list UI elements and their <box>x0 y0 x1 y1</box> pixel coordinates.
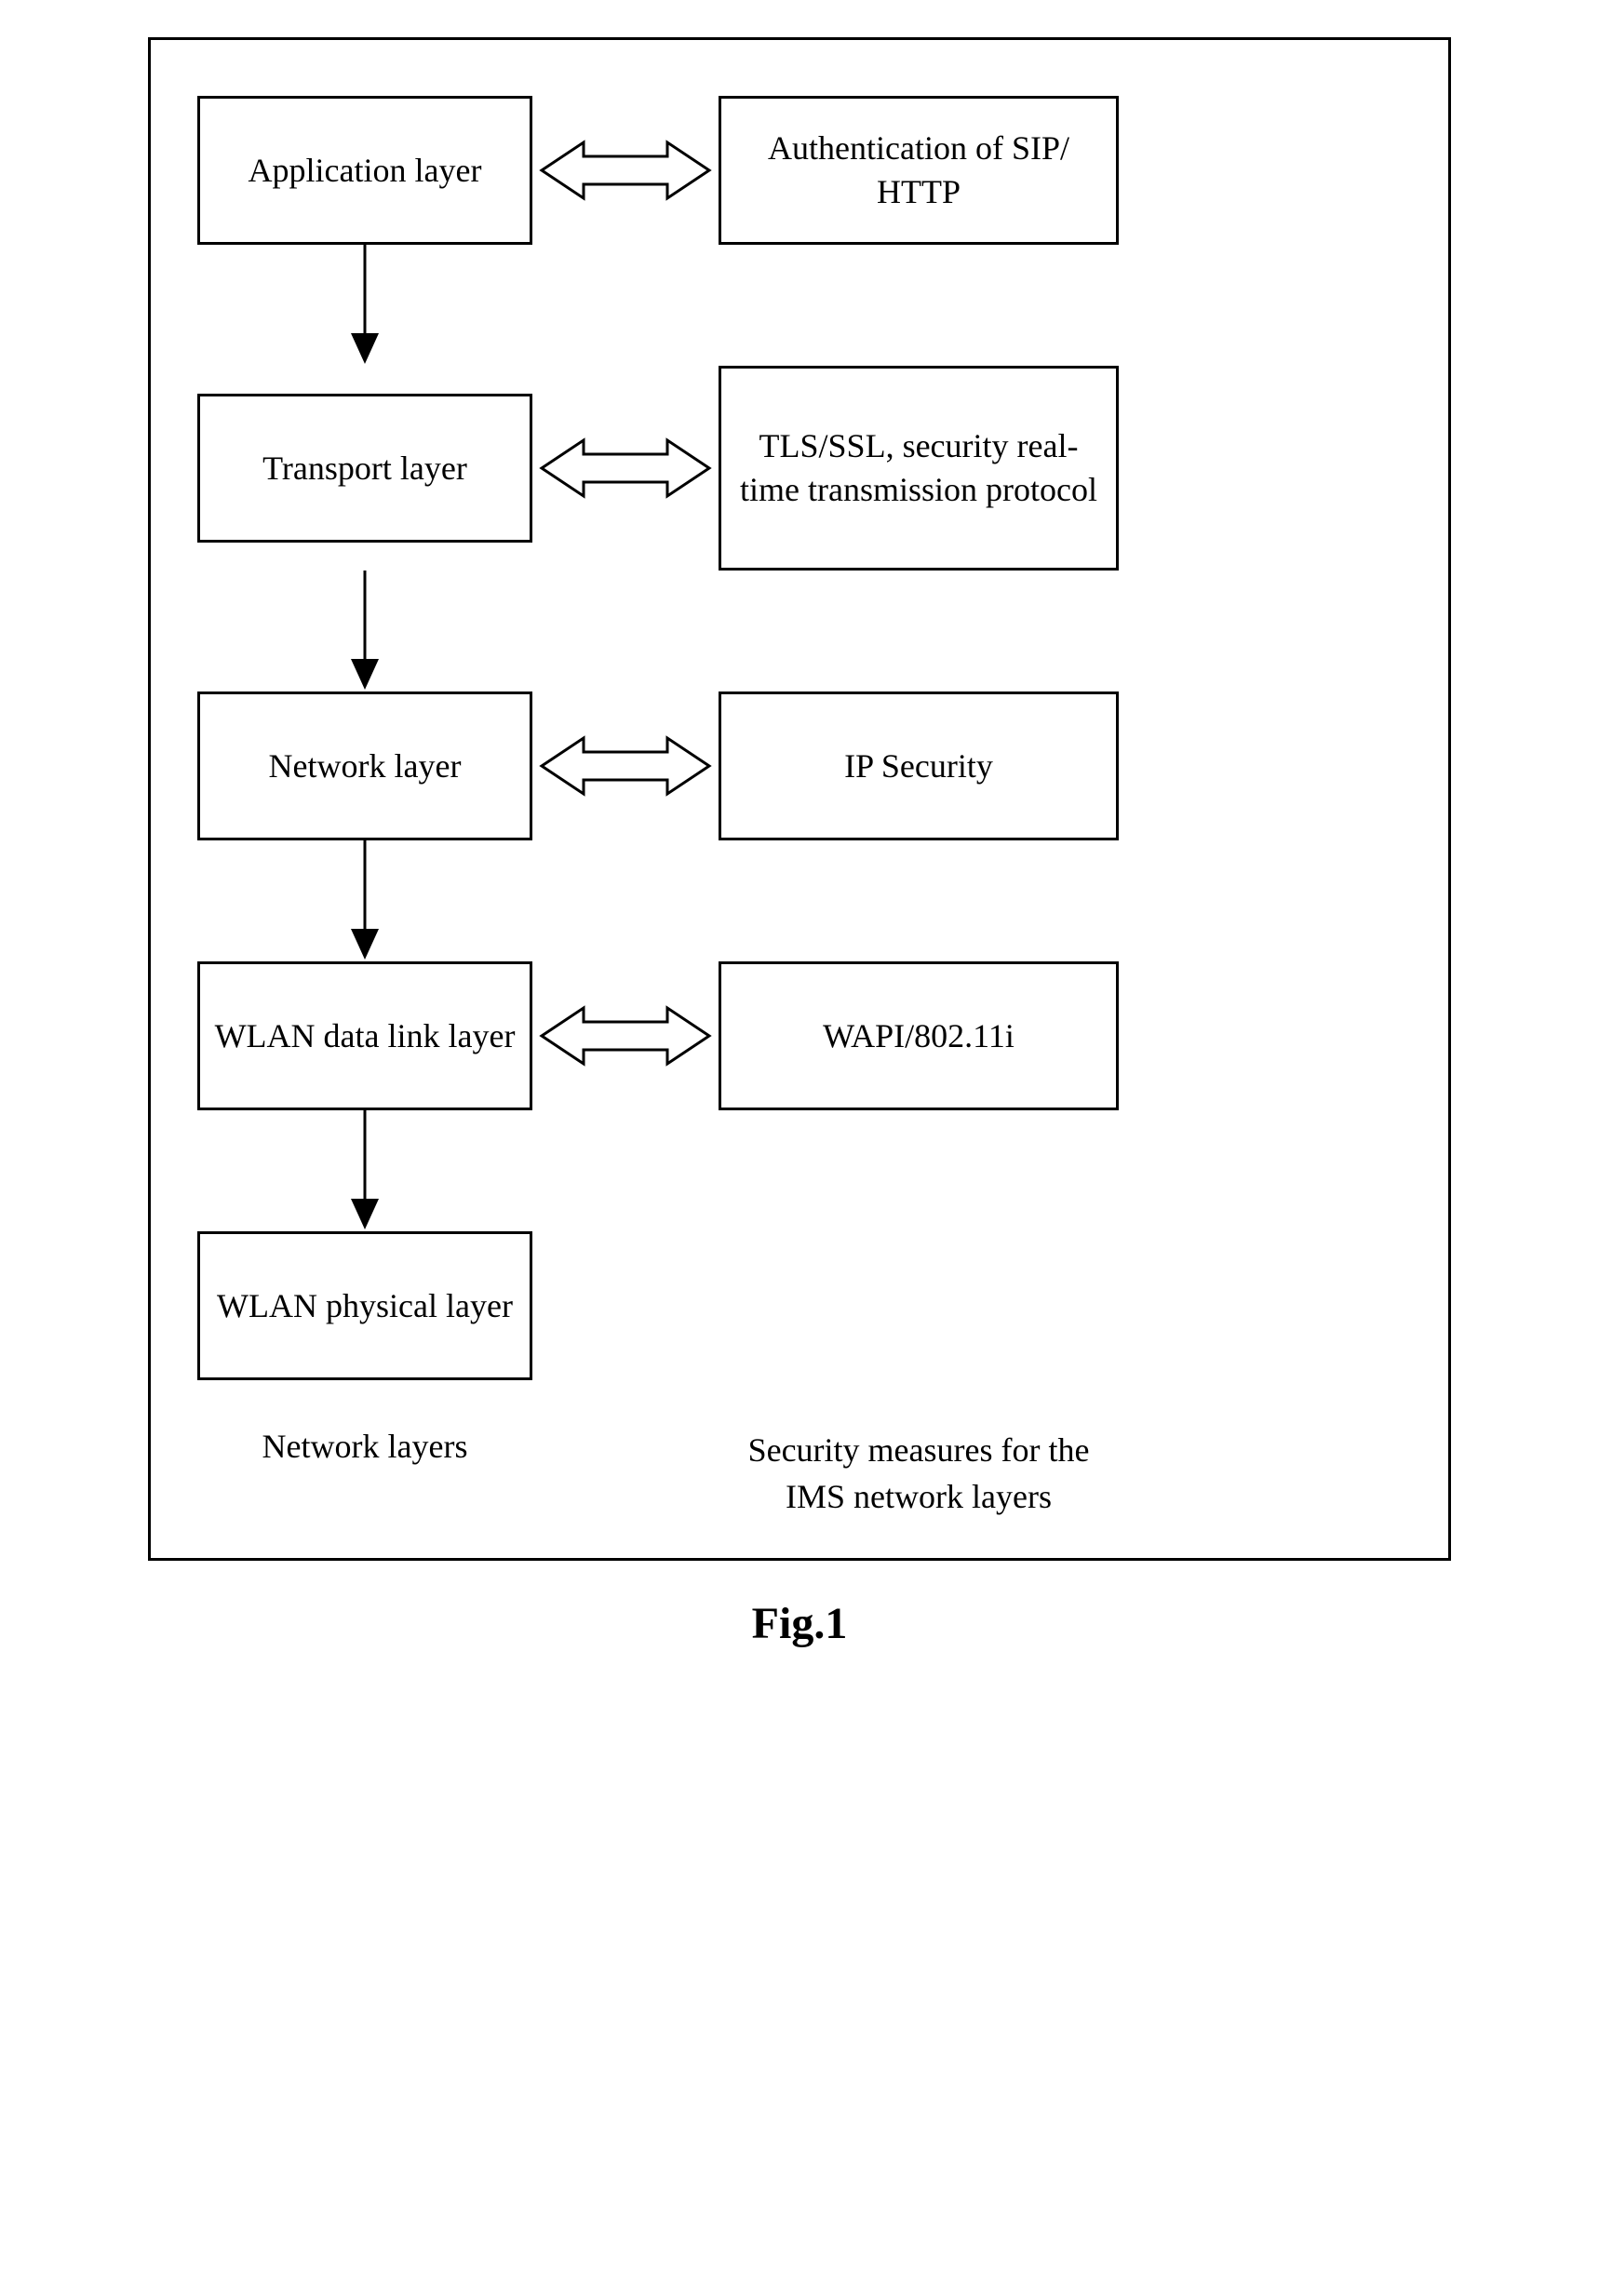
left-column-label: Network layers <box>197 1427 532 1466</box>
transport-layer-node: Transport layer <box>197 394 532 543</box>
tls-ssl-node: TLS/SSL, security real-time transmission… <box>719 366 1119 571</box>
node-label: Transport layer <box>262 447 467 490</box>
right-column-label: Security measures for the IMS network la… <box>719 1427 1119 1521</box>
wlan-datalink-node: WLAN data link layer <box>197 961 532 1110</box>
node-label: Network layer <box>269 745 462 788</box>
down-arrow-2 <box>197 571 1402 691</box>
column-labels: Network layers Security measures for the… <box>197 1427 1402 1521</box>
down-arrow-4 <box>197 1110 1402 1231</box>
layer-row: Network layer IP Security <box>197 691 1402 840</box>
layer-row: Transport layer TLS/SSL, security real-t… <box>197 366 1402 571</box>
layer-row: WLAN physical layer <box>197 1231 1402 1380</box>
network-layer-node: Network layer <box>197 691 532 840</box>
node-label: WLAN physical layer <box>217 1284 513 1328</box>
figure-caption: Fig.1 <box>752 1598 848 1649</box>
auth-sip-http-node: Authentication of SIP/ HTTP <box>719 96 1119 245</box>
application-layer-node: Application layer <box>197 96 532 245</box>
layer-row: WLAN data link layer WAPI/802.11i <box>197 961 1402 1110</box>
bidir-arrow-1 <box>532 133 719 208</box>
layer-row: Application layer Authentication of SIP/… <box>197 96 1402 245</box>
diagram-container: Application layer Authentication of SIP/… <box>197 96 1402 1521</box>
node-label: IP Security <box>844 745 993 788</box>
ip-security-node: IP Security <box>719 691 1119 840</box>
node-label: WAPI/802.11i <box>823 1014 1014 1058</box>
bidir-arrow-2 <box>532 431 719 505</box>
node-label: WLAN data link layer <box>215 1014 516 1058</box>
diagram-frame: Application layer Authentication of SIP/… <box>148 37 1451 1561</box>
wlan-physical-node: WLAN physical layer <box>197 1231 532 1380</box>
node-label: TLS/SSL, security real-time transmission… <box>735 424 1102 512</box>
bidir-arrow-4 <box>532 999 719 1073</box>
down-arrow-1 <box>197 245 1402 366</box>
node-label: Authentication of SIP/ HTTP <box>735 127 1102 214</box>
node-label: Application layer <box>249 149 482 193</box>
down-arrow-3 <box>197 840 1402 961</box>
wapi-node: WAPI/802.11i <box>719 961 1119 1110</box>
bidir-arrow-3 <box>532 729 719 803</box>
